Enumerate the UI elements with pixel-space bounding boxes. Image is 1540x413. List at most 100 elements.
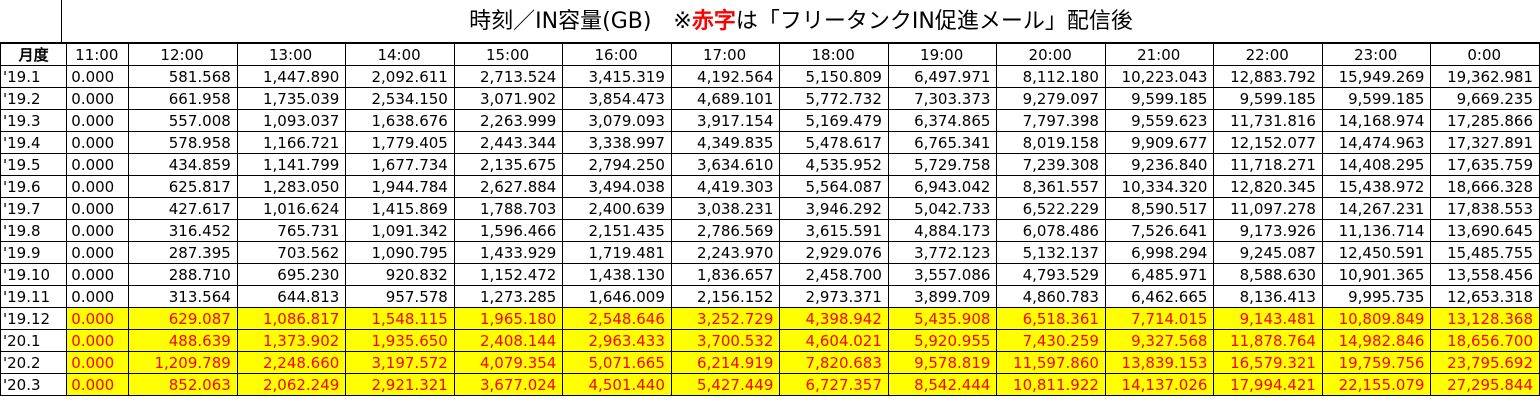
value-cell[interactable]: 8,136.413 <box>1213 285 1323 308</box>
value-cell[interactable]: 1,677.734 <box>345 153 455 176</box>
value-cell[interactable]: 10,223.043 <box>1104 65 1215 88</box>
value-cell[interactable]: 2,794.250 <box>562 153 672 176</box>
value-cell[interactable]: 7,303.373 <box>887 87 998 110</box>
value-cell[interactable]: 6,497.971 <box>887 65 998 88</box>
month-cell[interactable]: '20.1 <box>0 329 68 352</box>
value-cell[interactable]: 1,016.624 <box>236 197 347 220</box>
month-cell[interactable]: '19.2 <box>0 87 68 110</box>
header-hour-cell[interactable]: 22:00 <box>1213 43 1323 66</box>
value-cell[interactable]: 14,408.295 <box>1321 153 1432 176</box>
value-cell[interactable]: 1,548.115 <box>345 307 455 330</box>
value-cell[interactable]: 2,151.435 <box>562 219 672 242</box>
value-cell[interactable]: 4,793.529 <box>996 263 1106 286</box>
header-hour-cell[interactable]: 0:00 <box>1430 43 1540 66</box>
value-cell[interactable]: 6,485.971 <box>1104 263 1215 286</box>
value-cell[interactable]: 661.958 <box>128 87 238 110</box>
value-cell[interactable]: 3,415.319 <box>562 65 672 88</box>
value-cell[interactable]: 16,579.321 <box>1213 351 1323 374</box>
value-cell[interactable]: 5,042.733 <box>887 197 998 220</box>
value-cell[interactable]: 1,719.481 <box>562 241 672 264</box>
value-cell[interactable]: 1,209.789 <box>128 351 238 374</box>
value-cell[interactable]: 7,797.398 <box>996 109 1106 132</box>
value-cell[interactable]: 1,273.285 <box>453 285 564 308</box>
value-cell[interactable]: 488.639 <box>128 329 238 352</box>
value-cell[interactable]: 9,173.926 <box>1213 219 1323 242</box>
value-cell[interactable]: 3,038.231 <box>670 197 781 220</box>
value-cell[interactable]: 1,415.869 <box>345 197 455 220</box>
value-cell[interactable]: 7,239.308 <box>996 153 1106 176</box>
value-cell[interactable]: 9,327.568 <box>1104 329 1215 352</box>
month-cell[interactable]: '19.6 <box>0 175 68 198</box>
value-cell[interactable]: 313.564 <box>128 285 238 308</box>
value-cell[interactable]: 14,137.026 <box>1104 373 1215 396</box>
value-cell[interactable]: 12,883.792 <box>1213 65 1323 88</box>
value-cell[interactable]: 0.000 <box>66 285 130 308</box>
header-hour-cell[interactable]: 13:00 <box>236 43 347 66</box>
value-cell[interactable]: 9,599.185 <box>1104 87 1215 110</box>
month-cell[interactable]: '19.3 <box>0 109 68 132</box>
header-month-cell[interactable]: 月度 <box>0 43 68 66</box>
value-cell[interactable]: 6,727.357 <box>779 373 889 396</box>
value-cell[interactable]: 6,078.486 <box>996 219 1106 242</box>
value-cell[interactable]: 1,646.009 <box>562 285 672 308</box>
value-cell[interactable]: 17,285.866 <box>1430 109 1540 132</box>
value-cell[interactable]: 5,435.908 <box>887 307 998 330</box>
value-cell[interactable]: 4,079.354 <box>453 351 564 374</box>
value-cell[interactable]: 287.395 <box>128 241 238 264</box>
value-cell[interactable]: 5,729.758 <box>887 153 998 176</box>
header-hour-cell[interactable]: 20:00 <box>996 43 1106 66</box>
value-cell[interactable]: 8,112.180 <box>996 65 1106 88</box>
value-cell[interactable]: 12,820.345 <box>1213 175 1323 198</box>
value-cell[interactable]: 2,400.639 <box>562 197 672 220</box>
value-cell[interactable]: 3,197.572 <box>345 351 455 374</box>
value-cell[interactable]: 6,765.341 <box>887 131 998 154</box>
value-cell[interactable]: 0.000 <box>66 109 130 132</box>
header-hour-cell[interactable]: 21:00 <box>1104 43 1215 66</box>
value-cell[interactable]: 1,090.795 <box>345 241 455 264</box>
value-cell[interactable]: 2,627.884 <box>453 175 564 198</box>
value-cell[interactable]: 14,474.963 <box>1321 131 1432 154</box>
value-cell[interactable]: 8,588.630 <box>1213 263 1323 286</box>
value-cell[interactable]: 7,526.641 <box>1104 219 1215 242</box>
value-cell[interactable]: 581.568 <box>128 65 238 88</box>
header-hour-cell[interactable]: 16:00 <box>562 43 672 66</box>
value-cell[interactable]: 957.578 <box>345 285 455 308</box>
value-cell[interactable]: 14,982.846 <box>1321 329 1432 352</box>
value-cell[interactable]: 15,949.269 <box>1321 65 1432 88</box>
header-hour-cell[interactable]: 17:00 <box>670 43 781 66</box>
value-cell[interactable]: 3,634.610 <box>670 153 781 176</box>
value-cell[interactable]: 2,408.144 <box>453 329 564 352</box>
value-cell[interactable]: 434.859 <box>128 153 238 176</box>
value-cell[interactable]: 4,398.942 <box>779 307 889 330</box>
value-cell[interactable]: 2,156.152 <box>670 285 781 308</box>
value-cell[interactable]: 17,838.553 <box>1430 197 1540 220</box>
value-cell[interactable]: 10,811.922 <box>996 373 1106 396</box>
value-cell[interactable]: 1,086.817 <box>236 307 347 330</box>
value-cell[interactable]: 557.008 <box>128 109 238 132</box>
value-cell[interactable]: 2,443.344 <box>453 131 564 154</box>
value-cell[interactable]: 0.000 <box>66 175 130 198</box>
value-cell[interactable]: 9,995.735 <box>1321 285 1432 308</box>
value-cell[interactable]: 852.063 <box>128 373 238 396</box>
value-cell[interactable]: 9,669.235 <box>1430 87 1540 110</box>
value-cell[interactable]: 13,839.153 <box>1104 351 1215 374</box>
value-cell[interactable]: 3,677.024 <box>453 373 564 396</box>
value-cell[interactable]: 1,152.472 <box>453 263 564 286</box>
value-cell[interactable]: 6,518.361 <box>996 307 1106 330</box>
value-cell[interactable]: 1,283.050 <box>236 175 347 198</box>
month-cell[interactable]: '19.10 <box>0 263 68 286</box>
value-cell[interactable]: 1,788.703 <box>453 197 564 220</box>
value-cell[interactable]: 1,735.039 <box>236 87 347 110</box>
value-cell[interactable]: 23,795.692 <box>1430 351 1540 374</box>
value-cell[interactable]: 644.813 <box>236 285 347 308</box>
value-cell[interactable]: 10,901.365 <box>1321 263 1432 286</box>
value-cell[interactable]: 8,019.158 <box>996 131 1106 154</box>
value-cell[interactable]: 695.230 <box>236 263 347 286</box>
value-cell[interactable]: 19,759.756 <box>1321 351 1432 374</box>
value-cell[interactable]: 11,097.278 <box>1213 197 1323 220</box>
month-cell[interactable]: '19.5 <box>0 153 68 176</box>
value-cell[interactable]: 3,899.709 <box>887 285 998 308</box>
month-cell[interactable]: '19.7 <box>0 197 68 220</box>
value-cell[interactable]: 2,973.371 <box>779 285 889 308</box>
title-corner-cell[interactable] <box>0 0 62 42</box>
